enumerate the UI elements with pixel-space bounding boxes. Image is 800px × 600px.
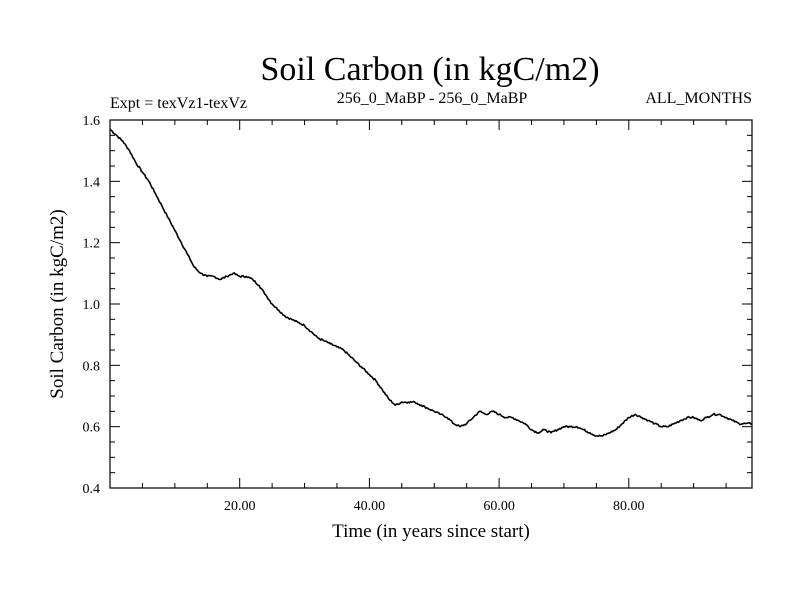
series-line-soil-carbon bbox=[109, 128, 753, 437]
y-axis-label: Soil Carbon (in kgC/m2) bbox=[47, 209, 68, 398]
y-tick-label: 1.6 bbox=[83, 114, 101, 129]
x-tick-label: 60.00 bbox=[483, 499, 515, 514]
y-tick-label: 0.8 bbox=[83, 359, 101, 374]
subtitle-months: ALL_MONTHS bbox=[645, 90, 752, 107]
tick-labels: 0.4 0.6 0.8 1.0 1.2 1.4 1.6 20.00 40.00 60.00 80.0… bbox=[83, 114, 645, 514]
x-tick-label: 20.00 bbox=[224, 499, 256, 514]
x-tick-label: 80.00 bbox=[613, 499, 645, 514]
axis-ticks bbox=[110, 119, 752, 489]
y-tick-label: 1.2 bbox=[83, 237, 101, 252]
chart-title: Soil Carbon (in kgC/m2) bbox=[260, 51, 599, 88]
y-tick-label: 0.6 bbox=[83, 421, 101, 436]
x-tick-label: 40.00 bbox=[354, 499, 386, 514]
x-axis-label: Time (in years since start) bbox=[332, 521, 530, 542]
plot-frame bbox=[109, 119, 753, 489]
y-tick-label: 1.0 bbox=[83, 298, 101, 313]
y-tick-label: 1.4 bbox=[83, 175, 101, 190]
y-tick-label: 0.4 bbox=[83, 482, 101, 497]
subtitle-period: 256_0_MaBP - 256_0_MaBP bbox=[337, 90, 528, 107]
subtitle-experiment: Expt = texVz1-texVz bbox=[110, 95, 247, 112]
